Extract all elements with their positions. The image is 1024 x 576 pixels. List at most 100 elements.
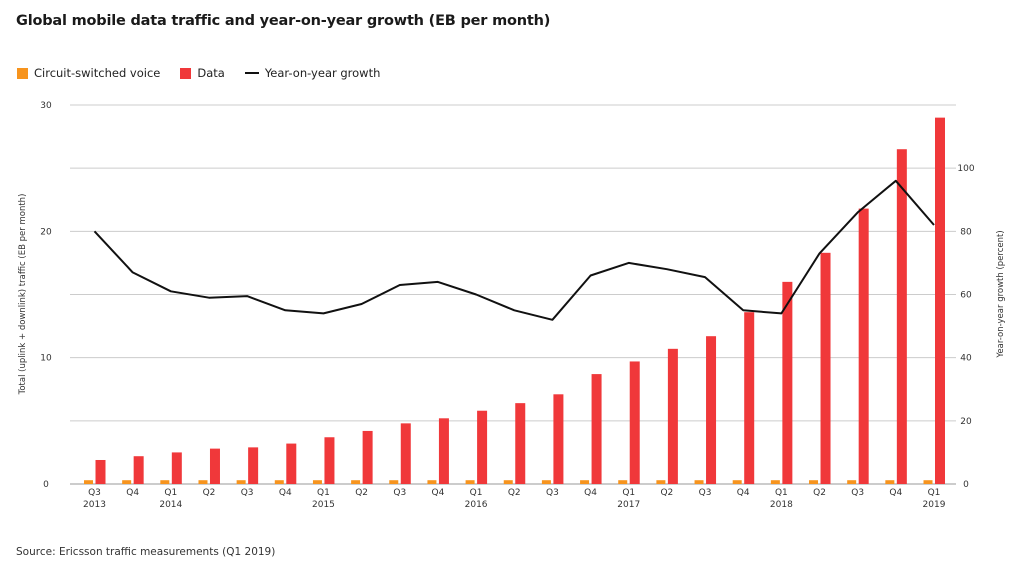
voice-bar bbox=[351, 480, 361, 484]
x-year-label: 2016 bbox=[465, 500, 488, 510]
x-tick-label: Q3 bbox=[851, 488, 864, 498]
data-bar bbox=[744, 312, 755, 484]
x-tick-label: Q1 bbox=[775, 488, 788, 498]
voice-bar bbox=[427, 480, 437, 484]
data-bar bbox=[591, 374, 602, 484]
y-right-tick-label: 60 bbox=[960, 291, 972, 301]
x-tick-label: Q3 bbox=[88, 488, 101, 498]
voice-bar bbox=[923, 480, 933, 484]
source-note: Source: Ericsson traffic measurements (Q… bbox=[16, 546, 276, 558]
voice-bar bbox=[198, 480, 208, 484]
data-swatch bbox=[180, 67, 192, 79]
growth-line bbox=[93, 179, 935, 321]
voice-bar bbox=[770, 480, 780, 484]
voice-bar bbox=[885, 480, 895, 484]
data-bar bbox=[95, 459, 106, 484]
data-bar bbox=[896, 149, 907, 484]
chart-title: Global mobile data traffic and year-on-y… bbox=[16, 13, 551, 29]
voice-bar bbox=[160, 480, 170, 484]
x-year-label: 2018 bbox=[770, 500, 793, 510]
x-year-label: 2013 bbox=[83, 500, 106, 510]
voice-bar bbox=[732, 480, 742, 484]
voice-swatch bbox=[17, 67, 28, 79]
data-bar bbox=[209, 448, 220, 484]
x-tick-label: Q1 bbox=[164, 488, 177, 498]
x-tick-label: Q1 bbox=[470, 488, 483, 498]
x-tick-label: Q1 bbox=[928, 488, 941, 498]
data-bar bbox=[171, 452, 182, 484]
data-bar bbox=[629, 361, 640, 484]
x-tick-label: Q3 bbox=[241, 488, 254, 498]
voice-bar bbox=[465, 480, 475, 484]
y-axis-left-label: Total (uplink + downlink) traffic (EB pe… bbox=[18, 194, 28, 396]
voice-bar bbox=[847, 480, 857, 484]
y-right-tick-label: 20 bbox=[960, 417, 972, 427]
x-year-label: 2017 bbox=[617, 500, 640, 510]
legend-label-data: Data bbox=[197, 66, 225, 80]
data-bar bbox=[935, 117, 945, 484]
data-bar bbox=[400, 423, 411, 484]
x-year-label: 2014 bbox=[159, 500, 182, 510]
growth-swatch bbox=[244, 72, 259, 74]
legend-label-voice: Circuit-switched voice bbox=[34, 66, 161, 80]
x-tick-label: Q2 bbox=[508, 488, 521, 498]
x-tick-label: Q3 bbox=[546, 488, 559, 498]
x-year-label: 2019 bbox=[923, 500, 946, 510]
data-bar bbox=[858, 208, 869, 485]
voice-bar bbox=[84, 480, 93, 484]
x-tick-label: Q4 bbox=[889, 488, 902, 498]
voice-bar bbox=[618, 480, 628, 484]
data-bar bbox=[248, 447, 259, 484]
gridlines bbox=[70, 104, 956, 485]
y-left-tick-label: 0 bbox=[43, 480, 49, 490]
x-year-label: 2015 bbox=[312, 500, 335, 510]
x-tick-label: Q2 bbox=[813, 488, 826, 498]
y-axis-right-label: Year-on-year growth (percent) bbox=[996, 230, 1006, 358]
data-bar bbox=[477, 410, 488, 484]
bars bbox=[84, 117, 945, 485]
data-bar bbox=[362, 430, 373, 484]
y-left-tick-label: 20 bbox=[40, 227, 52, 237]
voice-bar bbox=[389, 480, 399, 484]
voice-bar bbox=[274, 480, 284, 484]
y-right-tick-label: 0 bbox=[963, 480, 969, 490]
y-right-tick-label: 40 bbox=[960, 354, 972, 364]
x-tick-label: Q3 bbox=[393, 488, 406, 498]
data-bar bbox=[553, 394, 564, 484]
data-bar bbox=[706, 336, 717, 484]
voice-bar bbox=[580, 480, 590, 484]
voice-bar bbox=[312, 480, 322, 484]
x-tick-label: Q1 bbox=[622, 488, 635, 498]
data-bar bbox=[133, 456, 144, 484]
data-bar bbox=[820, 252, 831, 484]
y-right-tick-label: 80 bbox=[960, 227, 972, 237]
voice-bar bbox=[122, 480, 132, 484]
axes: 0 10 20 30 0 20 40 60 80 100 Q3 2013 Q4 Q1 2014 Q2 Q3 Q4 Q… bbox=[40, 101, 975, 510]
voice-bar bbox=[809, 480, 819, 484]
x-tick-label: Q4 bbox=[432, 488, 445, 498]
x-tick-label: Q4 bbox=[584, 488, 597, 498]
x-tick-label: Q4 bbox=[126, 488, 139, 498]
x-tick-label: Q2 bbox=[355, 488, 368, 498]
y-left-tick-label: 30 bbox=[40, 101, 52, 111]
voice-bar bbox=[503, 480, 513, 484]
data-bar bbox=[438, 418, 449, 484]
x-tick-label: Q3 bbox=[699, 488, 712, 498]
legend-item-growth: Year-on-year growth bbox=[244, 66, 381, 80]
legend: Circuit-switched voice Data Year-on-year… bbox=[17, 66, 400, 80]
data-bar bbox=[324, 437, 335, 484]
x-tick-label: Q1 bbox=[317, 488, 330, 498]
legend-item-voice: Circuit-switched voice bbox=[17, 66, 160, 80]
legend-item-data: Data bbox=[180, 66, 225, 80]
voice-bar bbox=[694, 480, 704, 484]
data-bar bbox=[782, 281, 793, 484]
y-right-tick-label: 100 bbox=[957, 164, 974, 174]
voice-bar bbox=[656, 480, 666, 484]
data-bar bbox=[667, 348, 678, 484]
growth-line-group bbox=[93, 179, 935, 321]
x-tick-label: Q4 bbox=[737, 488, 750, 498]
data-bar bbox=[515, 403, 526, 484]
voice-bar bbox=[541, 480, 551, 484]
legend-label-growth: Year-on-year growth bbox=[264, 66, 381, 80]
